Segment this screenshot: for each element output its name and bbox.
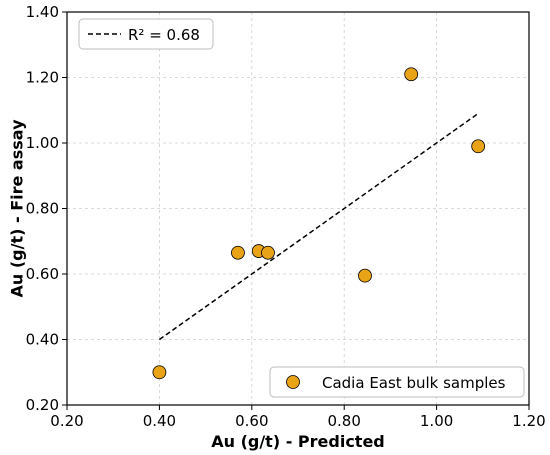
x-tick-label: 0.40 — [143, 412, 176, 430]
legend-series-box — [269, 366, 525, 398]
legend-fit-label: R² = 0.68 — [128, 26, 200, 44]
x-axis-title: Au (g/t) - Predicted — [211, 432, 385, 451]
data-points — [152, 67, 486, 380]
legend-fit: R² = 0.68 — [78, 18, 214, 50]
x-tick-label: 0.80 — [327, 412, 360, 430]
y-tick-label: 0.40 — [26, 331, 59, 349]
x-tick-label: 1.00 — [420, 412, 453, 430]
legend-fit-box — [78, 18, 214, 50]
data-point — [152, 365, 167, 380]
legend-series-label: Cadia East bulk samples — [322, 374, 506, 392]
x-tick-label: 1.20 — [512, 412, 545, 430]
x-tick-label: 0.60 — [235, 412, 268, 430]
legend-series: Cadia East bulk samples — [269, 366, 525, 398]
y-tick-label: 0.80 — [26, 200, 59, 218]
fit-line — [158, 112, 479, 341]
y-axis-ticks: 0.20 0.40 0.60 0.80 1.00 1.20 1.40 — [26, 3, 67, 414]
y-tick-label: 1.20 — [26, 69, 59, 87]
y-tick-label: 0.60 — [26, 265, 59, 283]
x-axis-ticks: 0.20 0.40 0.60 0.80 1.00 1.20 — [50, 405, 546, 430]
data-point — [261, 245, 275, 260]
y-tick-label: 1.00 — [26, 134, 59, 152]
data-point — [231, 245, 245, 260]
legend-series-marker — [286, 375, 300, 389]
grid-lines — [66, 11, 530, 406]
y-axis-title: Au (g/t) - Fire assay — [8, 119, 27, 298]
data-point — [404, 67, 419, 82]
y-tick-label: 1.40 — [26, 3, 59, 21]
x-tick-label: 0.20 — [50, 412, 83, 430]
data-point — [471, 139, 486, 154]
data-point — [358, 268, 372, 283]
y-tick-label: 0.20 — [26, 396, 59, 414]
fit-line-layer — [158, 112, 479, 341]
